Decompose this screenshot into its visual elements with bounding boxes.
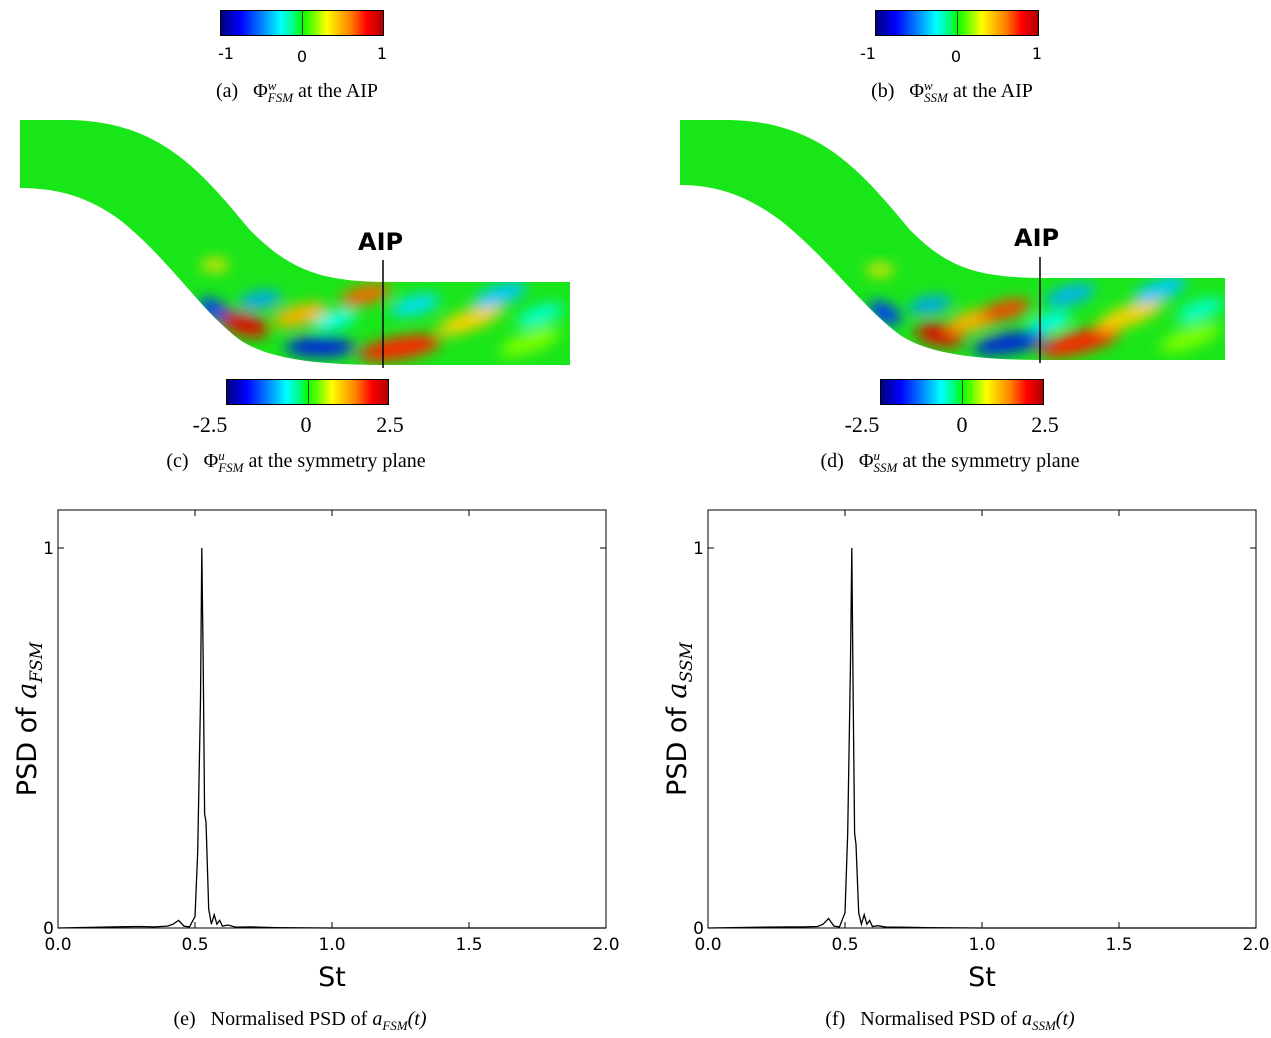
contour-plot-c <box>20 120 570 368</box>
caption-d-sub: SSM <box>873 460 898 476</box>
colorbar-c-tick-mid: 0 <box>300 412 312 437</box>
chart-e-xaxis-label: St <box>318 962 346 993</box>
caption-a-sub: FSM <box>267 90 294 106</box>
caption-f-arg: (t) <box>1055 1008 1075 1030</box>
chart-e-plot-frame <box>57 509 607 929</box>
caption-c-symbol: Φ <box>203 450 219 472</box>
colorbar-a-tick-max: 1 <box>376 44 388 63</box>
caption-f-text: Normalised PSD of <box>860 1008 1017 1030</box>
chart-f-xtick-label: 0.0 <box>694 935 721 955</box>
chart-e-yaxis-label: PSD of aFSM <box>12 641 47 796</box>
chart-f-xaxis-label: St <box>968 962 996 993</box>
chart-f-psd-line <box>707 547 1256 929</box>
caption-b-symbol: Φ <box>909 80 925 102</box>
chart-e-ytick-label: 0 <box>43 919 54 939</box>
psd-chart-fsm: 0.0 0.5 1.0 1.5 2.0 0 1 St PSD of aFSM <box>12 509 620 993</box>
chart-f-xtick-label: 1.0 <box>968 935 995 955</box>
colorbar-d-tick-max: 2.5 <box>1031 412 1059 437</box>
chart-f-xtick-label: 2.0 <box>1242 935 1269 955</box>
caption-e-text: Normalised PSD of <box>210 1008 368 1030</box>
caption-c-text: at the symmetry plane <box>248 450 426 472</box>
colorbar-b <box>875 10 1039 36</box>
caption-e-sub: FSM <box>382 1018 408 1033</box>
chart-f-ytick-label: 0 <box>693 919 704 939</box>
colorbar-c-tick-max: 2.5 <box>376 412 404 437</box>
caption-c-sub: FSM <box>218 460 244 476</box>
caption-e: (e) Normalised PSD of aFSM(t) <box>173 1008 426 1034</box>
caption-f: (f) Normalised PSD of aSSM(t) <box>825 1008 1074 1034</box>
caption-f-var: a <box>1021 1008 1032 1030</box>
contour-plot-d <box>680 120 1225 363</box>
chart-e-xtick-label: 1.0 <box>318 935 345 955</box>
caption-e-var: a <box>372 1008 383 1030</box>
chart-e-xtick-label: 0.0 <box>44 935 71 955</box>
chart-f-ytick-label: 1 <box>693 539 704 559</box>
chart-e-xtick-label: 2.0 <box>592 935 619 955</box>
colorbar-d-tick-mid: 0 <box>956 412 968 437</box>
caption-a-sup: w <box>267 78 277 94</box>
caption-b-sup: w <box>924 78 933 94</box>
caption-d-symbol: Φ <box>858 450 874 472</box>
caption-d-label: (d) <box>820 450 844 472</box>
colorbar-c <box>226 379 389 405</box>
caption-b-text: at the AIP <box>952 80 1033 102</box>
aip-label-c: AIP <box>358 228 404 256</box>
colorbar-a-tick-min: -1 <box>218 44 234 63</box>
colorbar-b-tick-max: 1 <box>1031 44 1043 63</box>
colorbar-b-tick-mid: 0 <box>950 47 962 66</box>
caption-b-label: (b) <box>871 80 895 102</box>
colorbar-a <box>220 10 384 36</box>
chart-f-xtick-label: 1.5 <box>1105 935 1132 955</box>
psd-chart-ssm: 0.0 0.5 1.0 1.5 2.0 0 1 St PSD of aSSM <box>662 509 1270 993</box>
caption-e-label: (e) <box>173 1008 196 1030</box>
aip-label-d: AIP <box>1014 224 1060 252</box>
caption-d-text: at the symmetry plane <box>902 450 1080 472</box>
chart-e-xtick-label: 1.5 <box>455 935 482 955</box>
colorbar-b-tick-min: -1 <box>860 44 876 63</box>
chart-e-ytick-label: 1 <box>43 539 54 559</box>
caption-e-arg: (t) <box>407 1008 427 1030</box>
caption-d-sup: u <box>873 448 880 464</box>
colorbar-d <box>880 379 1044 405</box>
caption-f-sub: SSM <box>1031 1018 1056 1033</box>
chart-e-psd-line <box>57 547 606 929</box>
colorbar-a-tick-mid: 0 <box>296 47 308 66</box>
caption-a-symbol: Φ <box>253 80 268 102</box>
caption-f-label: (f) <box>825 1008 846 1030</box>
caption-a-label: (a) <box>215 80 239 102</box>
colorbar-c-tick-min: -2.5 <box>192 412 228 437</box>
caption-c-label: (c) <box>166 450 189 472</box>
chart-f-plot-frame <box>707 509 1257 929</box>
chart-e-xtick-label: 0.5 <box>181 935 208 955</box>
caption-b-sub: SSM <box>924 90 948 106</box>
chart-f-yaxis-label: PSD of aSSM <box>662 641 697 796</box>
caption-c-sup: u <box>218 448 225 464</box>
colorbar-d-tick-min: -2.5 <box>844 412 880 437</box>
caption-a-text: at the AIP <box>298 80 379 102</box>
chart-f-xtick-label: 0.5 <box>831 935 858 955</box>
